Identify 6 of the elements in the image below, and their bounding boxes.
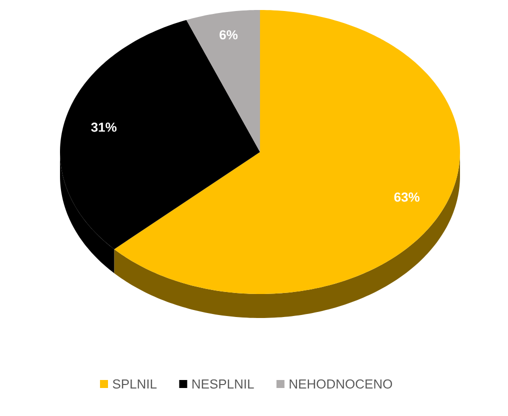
legend-label: NESPLNIL [192, 379, 254, 389]
data-label: 31% [91, 122, 117, 132]
legend-label: NEHODNOCENO [290, 379, 392, 389]
data-label: 63% [394, 192, 420, 202]
legend-label: SPLNIL [112, 379, 157, 389]
data-label: 6% [220, 30, 238, 40]
